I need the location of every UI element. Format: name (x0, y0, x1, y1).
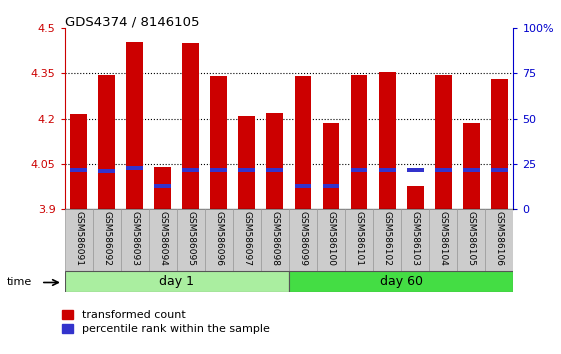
FancyBboxPatch shape (65, 209, 93, 271)
Bar (379, 168, 396, 172)
Bar (323, 123, 339, 209)
Bar (351, 75, 367, 209)
FancyBboxPatch shape (93, 209, 121, 271)
Bar (351, 168, 367, 172)
Text: GSM586091: GSM586091 (74, 211, 83, 266)
Text: GSM586103: GSM586103 (411, 211, 420, 266)
FancyBboxPatch shape (261, 209, 289, 271)
FancyBboxPatch shape (177, 209, 205, 271)
Bar (154, 184, 171, 188)
Bar (407, 186, 424, 209)
Legend: transformed count, percentile rank within the sample: transformed count, percentile rank withi… (62, 310, 269, 334)
Bar (266, 168, 283, 172)
Text: GSM586098: GSM586098 (270, 211, 279, 266)
Bar (295, 184, 311, 188)
Bar (98, 170, 115, 173)
Bar (126, 166, 143, 170)
FancyBboxPatch shape (233, 209, 261, 271)
FancyBboxPatch shape (317, 209, 345, 271)
Bar (407, 168, 424, 172)
Text: GSM586097: GSM586097 (242, 211, 251, 266)
Bar (435, 75, 452, 209)
Bar (266, 113, 283, 209)
Bar (182, 43, 199, 209)
Bar (463, 168, 480, 172)
Bar (98, 75, 115, 209)
Bar (210, 76, 227, 209)
FancyBboxPatch shape (485, 209, 513, 271)
FancyBboxPatch shape (401, 209, 429, 271)
FancyBboxPatch shape (289, 270, 513, 292)
Bar (70, 168, 87, 172)
Bar (295, 76, 311, 209)
Bar (491, 168, 508, 172)
FancyBboxPatch shape (345, 209, 373, 271)
Bar (463, 123, 480, 209)
Bar (238, 115, 255, 209)
Text: GSM586096: GSM586096 (214, 211, 223, 266)
FancyBboxPatch shape (149, 209, 177, 271)
Text: day 1: day 1 (159, 275, 194, 287)
Text: day 60: day 60 (380, 275, 422, 287)
Text: GSM586100: GSM586100 (327, 211, 335, 266)
Text: GDS4374 / 8146105: GDS4374 / 8146105 (65, 16, 199, 29)
Bar (238, 168, 255, 172)
Bar (379, 72, 396, 209)
Text: GSM586105: GSM586105 (467, 211, 476, 266)
Bar (70, 114, 87, 209)
Text: GSM586093: GSM586093 (130, 211, 139, 266)
Bar (491, 79, 508, 209)
Text: GSM586102: GSM586102 (383, 211, 392, 266)
Bar (210, 168, 227, 172)
Bar (182, 168, 199, 172)
FancyBboxPatch shape (289, 209, 317, 271)
Bar (435, 168, 452, 172)
Text: GSM586095: GSM586095 (186, 211, 195, 266)
Text: time: time (7, 278, 32, 287)
FancyBboxPatch shape (429, 209, 457, 271)
FancyBboxPatch shape (205, 209, 233, 271)
Text: GSM586099: GSM586099 (298, 211, 307, 266)
Text: GSM586092: GSM586092 (102, 211, 111, 266)
FancyBboxPatch shape (121, 209, 149, 271)
Text: GSM586101: GSM586101 (355, 211, 364, 266)
Bar (126, 42, 143, 209)
FancyBboxPatch shape (457, 209, 485, 271)
Text: GSM586104: GSM586104 (439, 211, 448, 266)
FancyBboxPatch shape (373, 209, 401, 271)
Text: GSM586094: GSM586094 (158, 211, 167, 266)
Bar (323, 184, 339, 188)
Text: GSM586106: GSM586106 (495, 211, 504, 266)
Bar (154, 167, 171, 209)
FancyBboxPatch shape (65, 270, 289, 292)
